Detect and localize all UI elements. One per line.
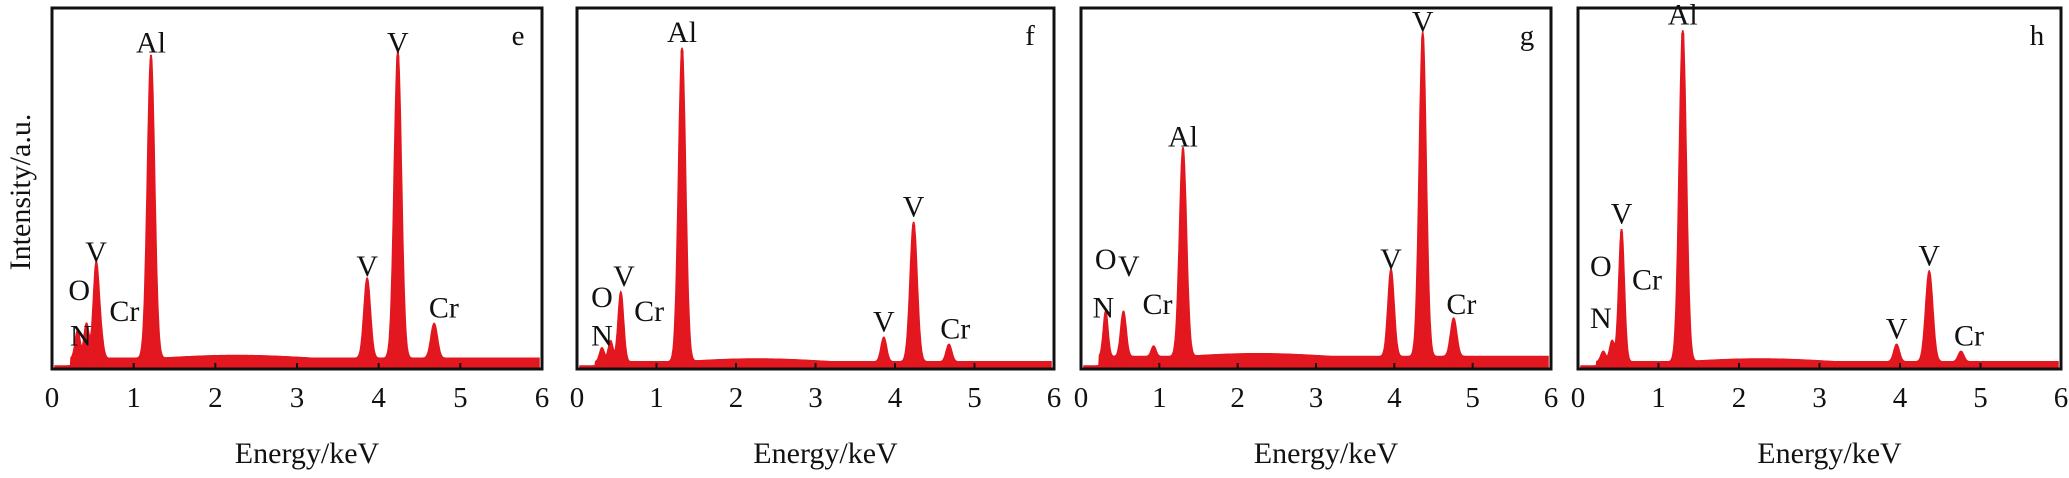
x-tick-label-h-2: 2: [1732, 382, 1747, 414]
y-axis-label: Intensity/a.u.: [4, 114, 37, 271]
peak-label-f-3: Cr: [940, 313, 970, 346]
peak-label-e-5: O: [68, 274, 90, 307]
peak-label-e-1: V: [387, 26, 409, 59]
panel-letter-h: h: [2030, 20, 2045, 52]
peak-label-g-6: Cr: [1142, 288, 1172, 321]
x-tick-label-e-0: 0: [45, 382, 60, 414]
x-tick-label-h-5: 5: [1973, 382, 1988, 414]
x-axis-label-h: Energy/keV: [1757, 437, 1902, 470]
x-tick-label-e-6: 6: [535, 382, 550, 414]
peak-label-h-0: Al: [1668, 0, 1698, 31]
panel-letter-g: g: [1520, 20, 1535, 52]
x-tick-label-h-6: 6: [2054, 382, 2069, 414]
peak-label-g-7: N: [1092, 292, 1114, 325]
x-axis-label-e: Energy/keV: [235, 437, 380, 470]
x-tick-label-e-2: 2: [208, 382, 223, 414]
peak-label-g-2: V: [1380, 243, 1402, 276]
peak-label-f-6: Cr: [634, 295, 664, 328]
x-tick-label-h-4: 4: [1893, 382, 1908, 414]
x-tick-label-h-1: 1: [1651, 382, 1666, 414]
x-tick-label-g-4: 4: [1387, 382, 1402, 414]
peak-label-f-7: N: [591, 320, 613, 353]
peak-label-e-0: Al: [136, 26, 166, 59]
peak-label-h-1: V: [1918, 239, 1940, 272]
x-tick-label-g-6: 6: [1544, 382, 1559, 414]
x-tick-label-e-3: 3: [290, 382, 305, 414]
peak-label-h-2: V: [1886, 313, 1908, 346]
x-tick-label-g-0: 0: [1074, 382, 1089, 414]
peak-label-e-2: V: [356, 250, 378, 283]
plot-frame-h: [1576, 6, 2063, 371]
x-tick-label-e-1: 1: [126, 382, 141, 414]
x-tick-label-g-2: 2: [1230, 382, 1245, 414]
peak-label-h-5: O: [1590, 250, 1612, 283]
x-tick-label-f-0: 0: [570, 382, 585, 414]
peak-label-h-4: V: [1611, 197, 1633, 230]
peak-label-g-0: Al: [1168, 121, 1198, 154]
x-tick-label-f-6: 6: [1047, 382, 1062, 414]
x-tick-label-f-3: 3: [808, 382, 823, 414]
x-tick-label-h-3: 3: [1812, 382, 1827, 414]
peak-label-h-7: N: [1590, 302, 1612, 335]
peak-label-h-6: Cr: [1632, 264, 1662, 297]
x-tick-label-f-2: 2: [729, 382, 744, 414]
x-tick-label-h-0: 0: [1571, 382, 1586, 414]
peak-label-g-5: O: [1095, 243, 1117, 276]
peak-label-f-2: V: [873, 306, 895, 339]
x-tick-label-f-5: 5: [967, 382, 982, 414]
x-tick-label-g-1: 1: [1152, 382, 1167, 414]
peak-label-e-4: V: [85, 236, 107, 269]
x-tick-label-f-4: 4: [888, 382, 903, 414]
x-tick-label-e-4: 4: [371, 382, 386, 414]
x-axis-label-g: Energy/keV: [1254, 437, 1399, 470]
x-tick-label-g-3: 3: [1309, 382, 1324, 414]
peak-label-f-0: Al: [667, 16, 697, 49]
x-tick-label-e-5: 5: [453, 382, 468, 414]
peak-label-f-1: V: [903, 190, 925, 223]
peak-label-e-3: Cr: [429, 292, 459, 325]
peak-label-g-1: V: [1412, 5, 1434, 38]
x-tick-label-f-1: 1: [649, 382, 664, 414]
x-tick-label-g-5: 5: [1465, 382, 1480, 414]
peak-label-g-3: Cr: [1446, 288, 1476, 321]
spectrum-area-h: [1580, 30, 2059, 368]
panel-letter-f: f: [1025, 20, 1035, 52]
peak-label-f-5: O: [591, 281, 613, 314]
peak-label-f-4: V: [613, 260, 635, 293]
peak-label-g-4: V: [1118, 250, 1140, 283]
peak-label-h-3: Cr: [1954, 320, 1984, 353]
peak-label-e-7: N: [70, 320, 92, 353]
panel-letter-e: e: [512, 20, 525, 52]
peak-label-e-6: Cr: [109, 295, 139, 328]
x-axis-label-f: Energy/keV: [753, 437, 898, 470]
spectrum-area-f: [579, 47, 1052, 368]
spectrum-area-g: [1083, 31, 1549, 368]
